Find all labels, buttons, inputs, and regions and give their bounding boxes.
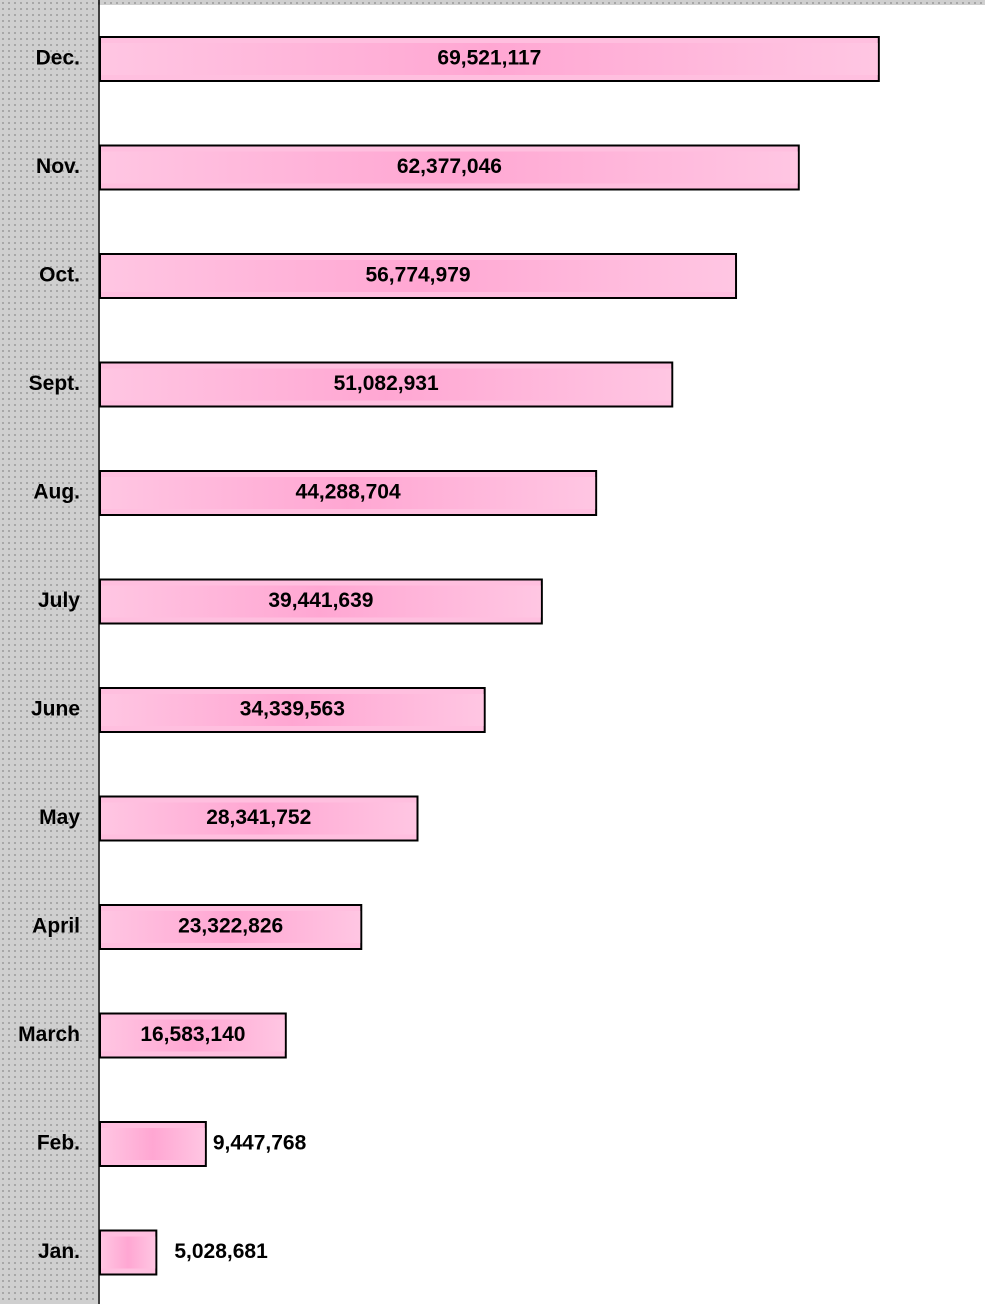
value-label: 62,377,046: [397, 155, 502, 178]
category-label: May: [39, 806, 80, 829]
top-strip: [98, 0, 985, 5]
bar-shine: [101, 43, 878, 75]
bar-shine: [101, 694, 484, 726]
category-label: Feb.: [37, 1132, 80, 1155]
category-label: Sept.: [29, 372, 80, 395]
category-label: March: [18, 1023, 80, 1046]
bar-shine: [101, 1019, 285, 1052]
value-label: 23,322,826: [178, 915, 283, 938]
category-label: Jan.: [38, 1240, 80, 1263]
label-panel: [0, 0, 98, 1304]
value-label: 39,441,639: [268, 589, 373, 612]
value-label: 16,583,140: [140, 1023, 245, 1046]
bar-shine: [101, 1128, 205, 1160]
bar-shine: [101, 477, 596, 509]
bar-shine: [101, 911, 361, 943]
bar-shine: [101, 151, 798, 184]
value-label: 51,082,931: [334, 372, 439, 395]
value-label: 28,341,752: [206, 806, 311, 829]
category-label: July: [38, 589, 80, 612]
value-label: 34,339,563: [240, 698, 345, 721]
bar-shine: [101, 260, 736, 292]
bar-shine: [101, 802, 417, 835]
bar-shine: [101, 585, 541, 618]
bar-shine: [101, 368, 672, 401]
category-label: Dec.: [36, 47, 80, 70]
value-label: 44,288,704: [296, 481, 401, 504]
category-label: April: [32, 915, 80, 938]
value-label: 9,447,768: [213, 1132, 307, 1155]
category-label: June: [31, 698, 80, 721]
category-label: Aug.: [33, 481, 80, 504]
category-label: Nov.: [36, 155, 80, 178]
value-label: 56,774,979: [365, 264, 470, 287]
value-label: 5,028,681: [174, 1240, 268, 1263]
bar-shine: [101, 1236, 156, 1269]
category-label: Oct.: [39, 264, 80, 287]
value-label: 69,521,117: [437, 47, 541, 70]
